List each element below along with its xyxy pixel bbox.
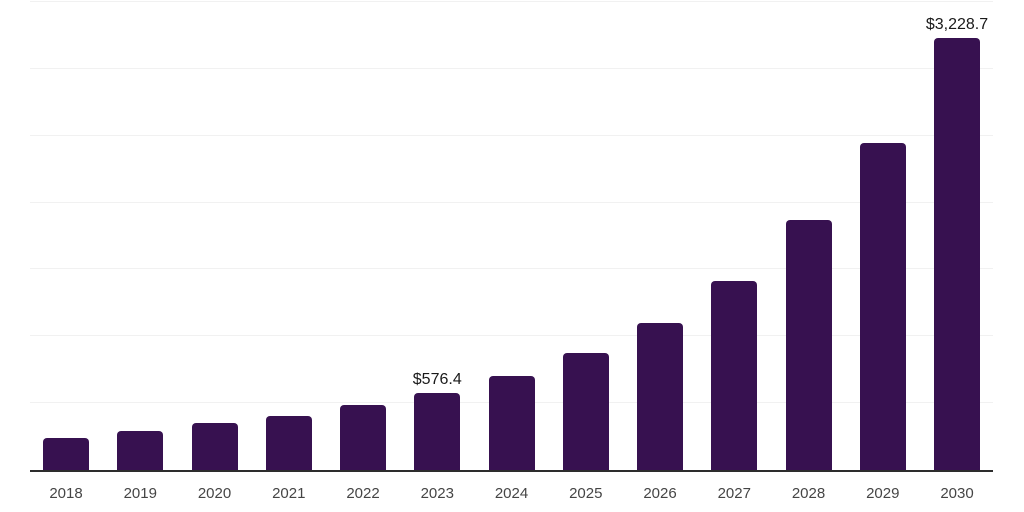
bar-group-2027 — [711, 280, 758, 470]
bar-group-2021 — [265, 415, 312, 470]
gridline-3500 — [30, 1, 993, 2]
bar-2021 — [265, 415, 312, 470]
bar-2030 — [934, 38, 980, 470]
plot-area: $576.4 $3,228.7 — [30, 0, 993, 470]
bar-group-2018 — [43, 437, 89, 470]
bar-group-2030: $3,228.7 — [926, 17, 988, 470]
bar-2020 — [191, 422, 238, 470]
bar-group-2029 — [859, 142, 906, 470]
bar-group-2020 — [191, 422, 238, 470]
bar-2028 — [785, 219, 832, 470]
bar-group-2024 — [488, 376, 535, 470]
x-axis-line — [30, 470, 993, 472]
x-tick-label-2030: 2030 — [940, 485, 974, 502]
bars-layer: $576.4 $3,228.7 — [30, 0, 993, 470]
bar-group-2025 — [562, 353, 609, 470]
bar-2027 — [711, 280, 758, 470]
gridline-2000 — [30, 201, 993, 203]
x-tick-label-2026: 2026 — [643, 485, 677, 502]
x-tick-label-2029: 2029 — [866, 485, 900, 502]
gridline-1500 — [30, 268, 993, 270]
bar-2025 — [562, 353, 609, 470]
bar-2026 — [637, 322, 683, 470]
bar-group-2019 — [117, 430, 164, 470]
x-tick-label-2028: 2028 — [791, 485, 826, 502]
x-tick-label-2018: 2018 — [49, 485, 83, 502]
bar-2029 — [859, 142, 906, 470]
gridline-1000 — [30, 335, 993, 337]
x-tick-label-2027: 2027 — [717, 485, 751, 502]
data-label-2023: $576.4 — [412, 370, 462, 388]
gridline-3000 — [30, 67, 993, 69]
x-tick-label-2025: 2025 — [569, 485, 603, 502]
bar-2022 — [340, 405, 386, 470]
bar-2019 — [117, 430, 164, 470]
bar-2023 — [414, 392, 461, 470]
x-axis-labels: 2018 2019 2020 2021 2022 2023 2024 2025 2026 2027… — [30, 485, 993, 503]
bar-group-2026 — [637, 322, 683, 470]
x-tick-label-2021: 2021 — [272, 485, 306, 502]
data-label-2030: $3,228.7 — [925, 16, 989, 34]
x-tick-label-2019: 2019 — [123, 485, 157, 502]
bar-2024 — [488, 376, 535, 470]
bar-group-2022 — [340, 405, 386, 470]
bar-2018 — [43, 437, 89, 470]
x-tick-label-2024: 2024 — [494, 485, 529, 502]
bar-group-2023: $576.4 — [413, 371, 462, 470]
x-tick-label-2022: 2022 — [346, 485, 380, 502]
x-tick-label-2020: 2020 — [197, 485, 232, 502]
x-tick-label-2023: 2023 — [420, 485, 454, 502]
gridline-2500 — [30, 134, 993, 136]
bar-group-2028 — [785, 219, 832, 470]
